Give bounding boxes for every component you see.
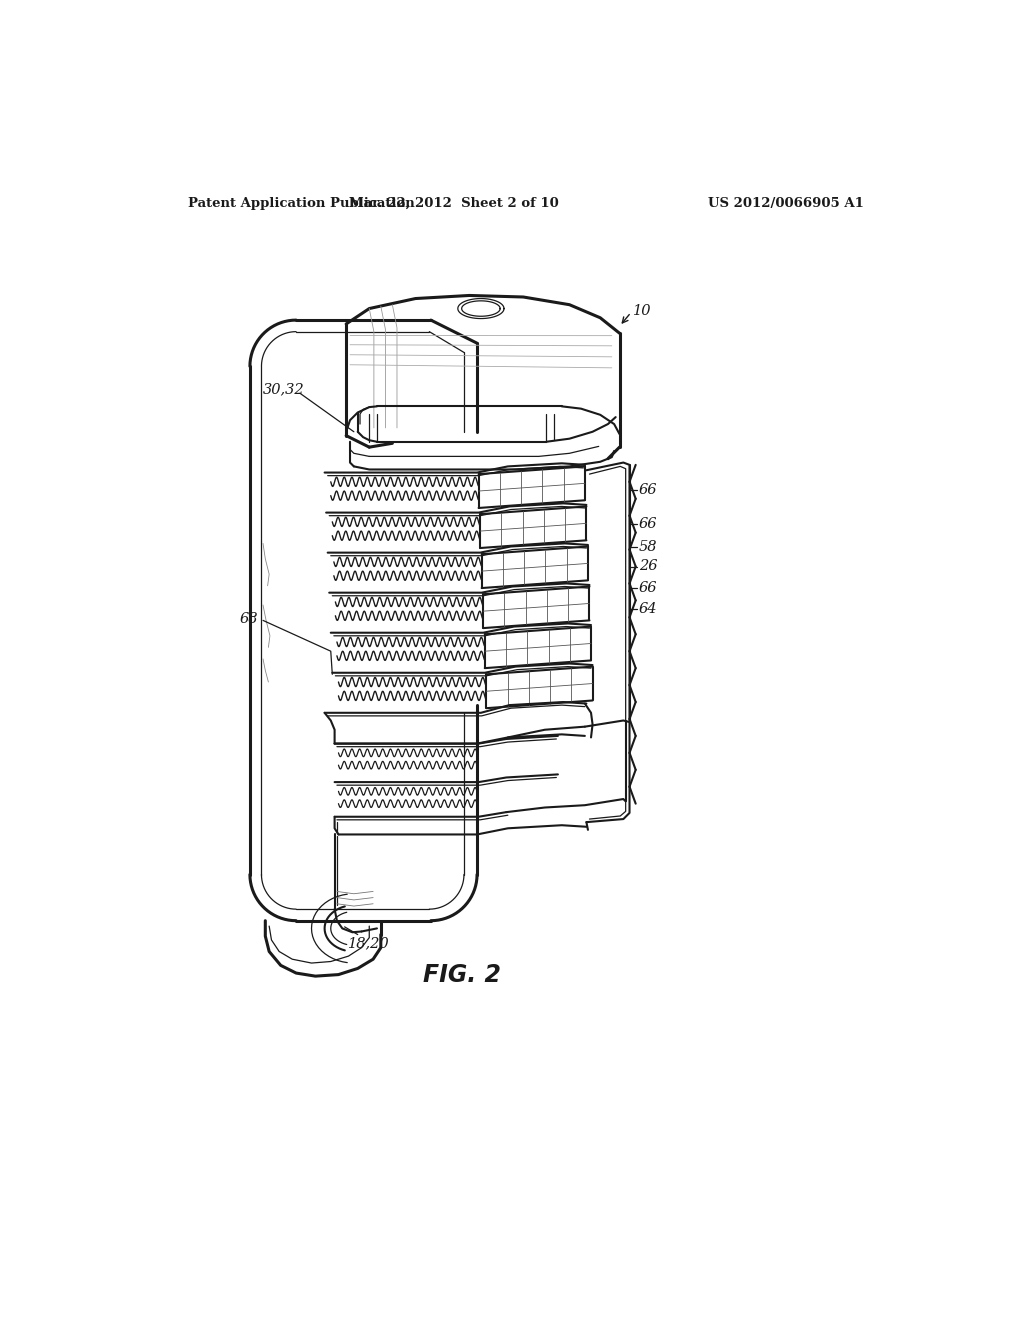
Text: 66: 66 [639, 581, 657, 595]
Text: 64: 64 [639, 602, 657, 616]
Text: 10: 10 [634, 304, 652, 318]
Text: 68: 68 [240, 612, 258, 626]
Text: 30,32: 30,32 [263, 383, 304, 396]
Text: 18,20: 18,20 [348, 936, 390, 950]
Text: 58: 58 [639, 540, 657, 554]
Text: 66: 66 [639, 483, 657, 496]
Text: US 2012/0066905 A1: US 2012/0066905 A1 [708, 197, 864, 210]
Text: Patent Application Publication: Patent Application Publication [188, 197, 415, 210]
Text: FIG. 2: FIG. 2 [423, 962, 501, 986]
Text: 66: 66 [639, 517, 657, 531]
Text: Mar. 22, 2012  Sheet 2 of 10: Mar. 22, 2012 Sheet 2 of 10 [349, 197, 559, 210]
Text: 26: 26 [639, 560, 657, 573]
